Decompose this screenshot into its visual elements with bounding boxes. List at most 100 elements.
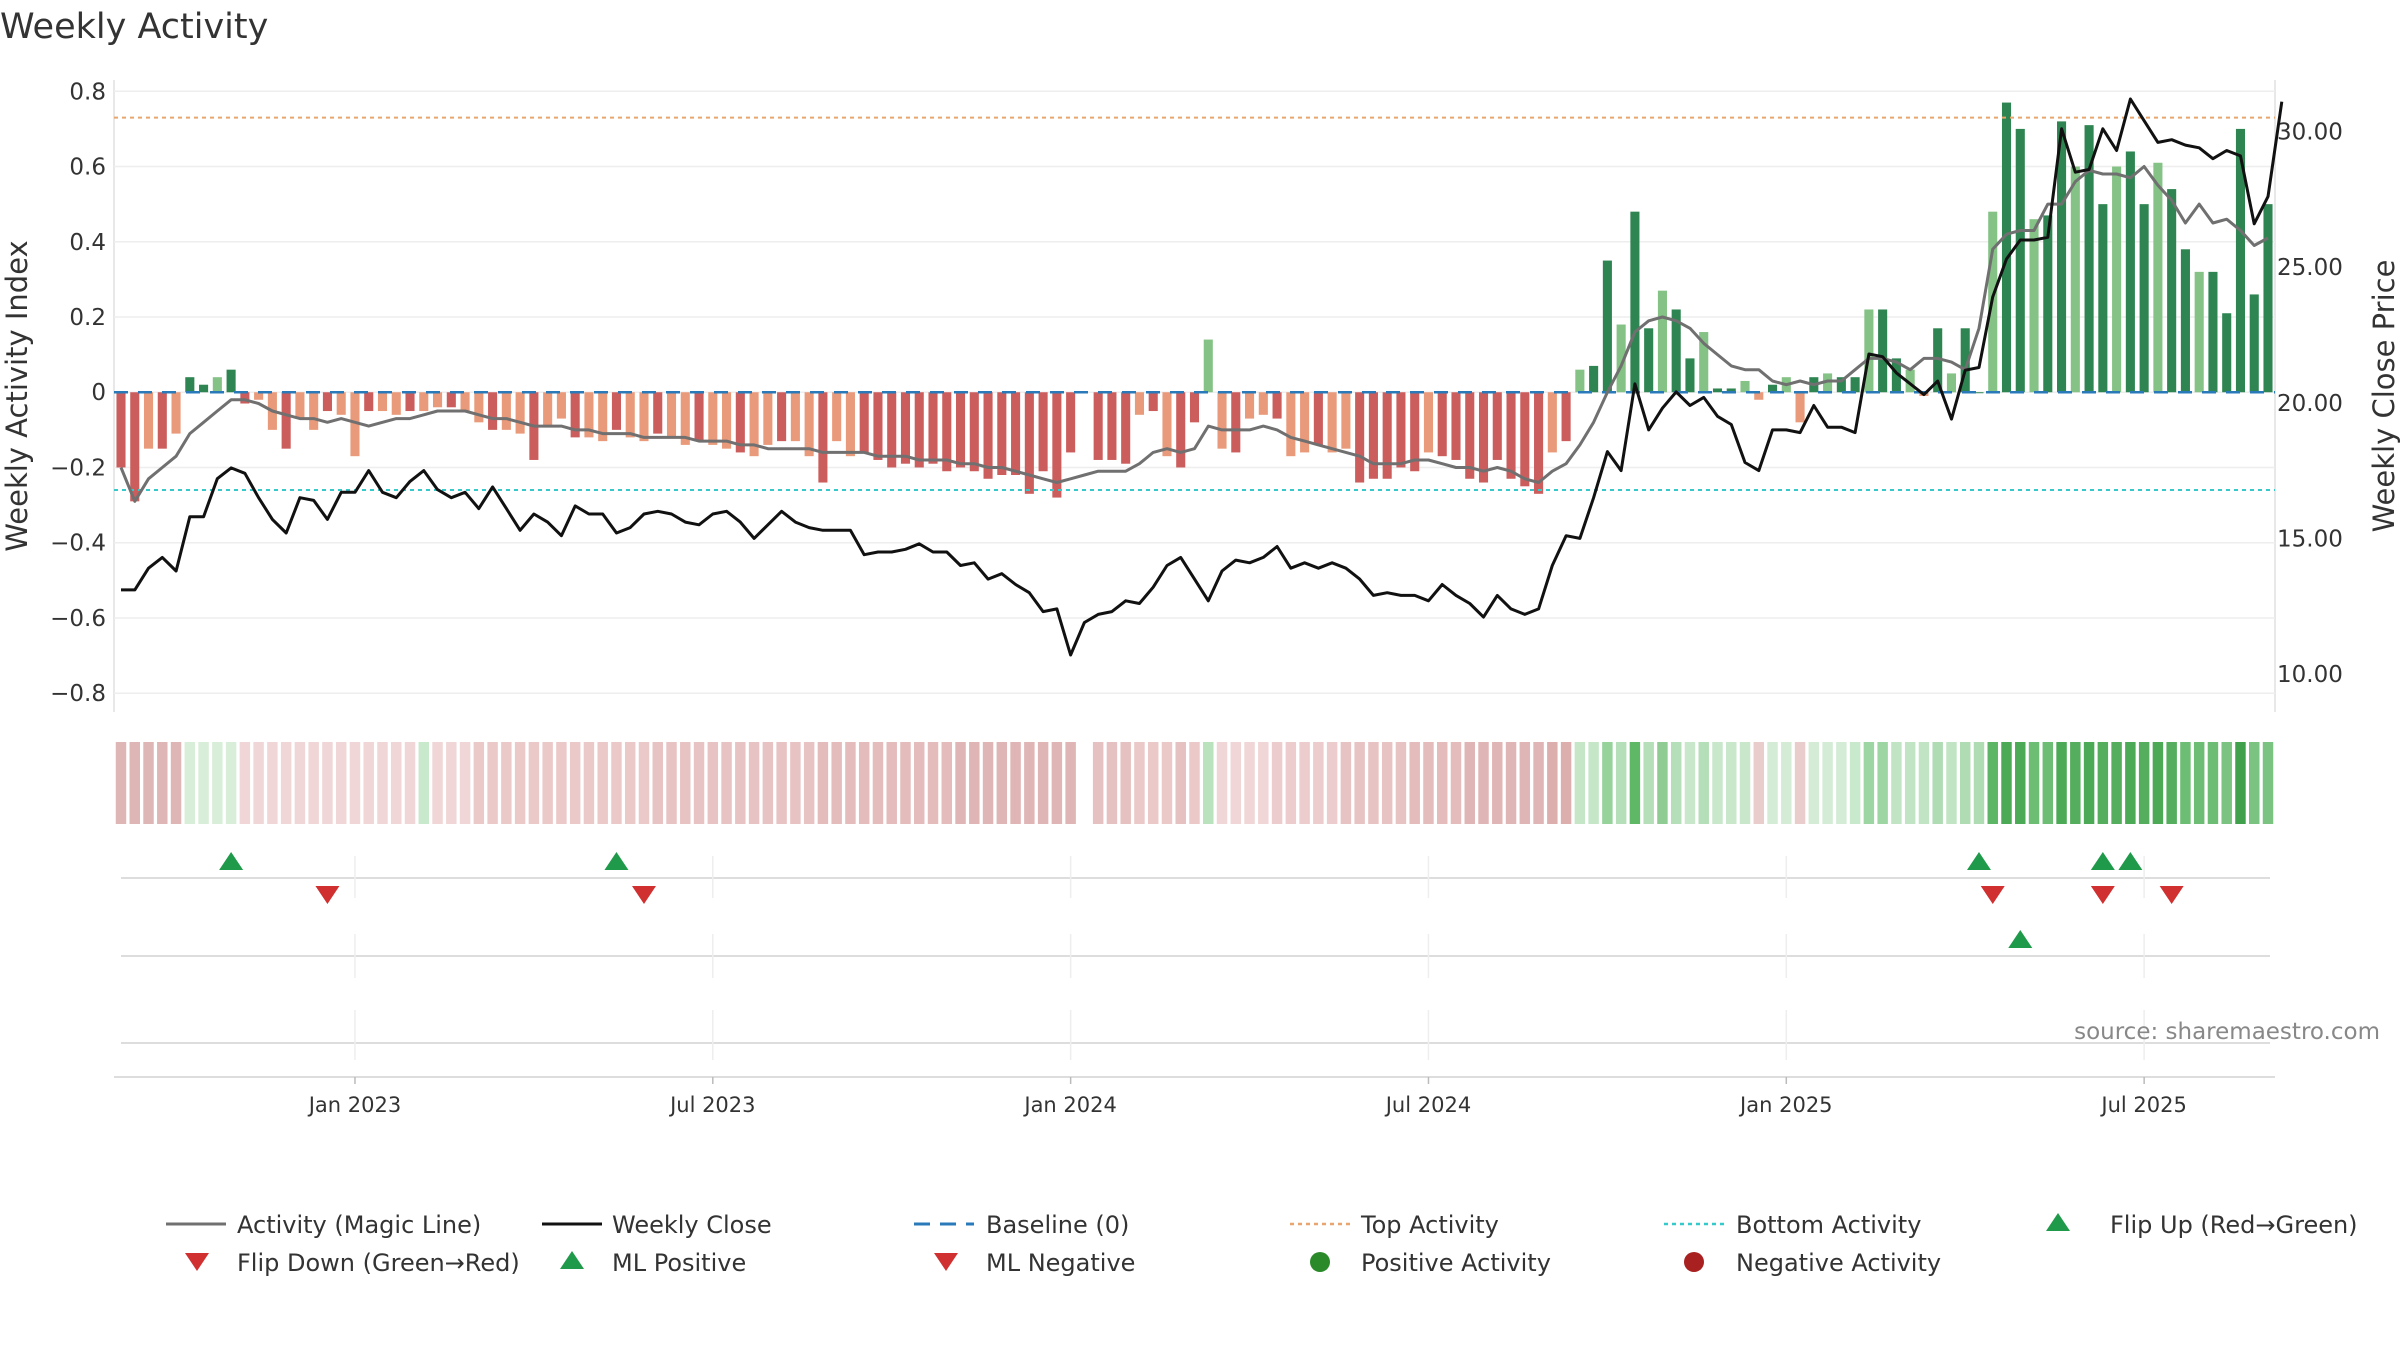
activity-bar (2112, 166, 2122, 393)
strip-cell (528, 742, 540, 824)
activity-bar (611, 392, 622, 430)
strip-cell (2193, 742, 2205, 824)
flip-up-marker (2118, 852, 2143, 870)
activity-bar (887, 392, 897, 468)
activity-bar (1478, 392, 1489, 483)
panel-vertical-grid (354, 856, 2145, 1060)
strip-cell (1560, 742, 1572, 824)
strip-cell (335, 742, 347, 824)
activity-bar (1589, 365, 1599, 393)
activity-bar (1382, 392, 1392, 479)
right-tick-label: 10.00 (2277, 662, 2343, 688)
legend-ml-positive-label: ML Positive (612, 1249, 746, 1277)
right-tick-label: 15.00 (2277, 526, 2343, 552)
right-tick-label: 25.00 (2277, 255, 2343, 281)
activity-bar (735, 392, 745, 453)
right-ticks: 30.00 25.00 20.00 15.00 10.00 (2277, 120, 2343, 688)
legend-item-positive-activity: Positive Activity (1310, 1249, 1551, 1277)
strip-cell (1987, 742, 1998, 824)
strip-cell (2015, 742, 2026, 824)
strip-cell (1891, 742, 1902, 824)
flip-up-marker (2090, 852, 2115, 870)
strip-cell (2221, 742, 2232, 824)
strip-cell (2056, 742, 2067, 824)
legend-item-top-activity: Top Activity (1290, 1211, 1499, 1239)
activity-bar (2263, 204, 2273, 393)
strip-cell (666, 742, 677, 824)
activity-bar (1011, 392, 1021, 475)
strip-cell (1010, 742, 1021, 824)
left-tick-label: 0.6 (69, 155, 106, 181)
weekly-close-series (121, 97, 2284, 657)
activity-bar (694, 392, 704, 442)
activity-bar (377, 392, 388, 412)
legend-item-flip-down: Flip Down (Green→Red) (185, 1249, 520, 1277)
strip-cell (1794, 742, 1806, 824)
strip-cell (322, 742, 333, 824)
strip-cell (1065, 742, 1076, 824)
activity-bar (350, 392, 360, 457)
strip-cell (1726, 742, 1737, 824)
strip-cell (115, 742, 127, 824)
strip-cell (611, 742, 622, 824)
activity-bar (2125, 151, 2135, 393)
activity-bar (1575, 369, 1585, 393)
strip-cell (1313, 742, 1324, 824)
activity-bar (722, 392, 732, 449)
activity-bar (598, 392, 608, 442)
strip-cell (914, 742, 925, 824)
legend-top-activity-label: Top Activity (1360, 1211, 1499, 1239)
activity-bar (666, 392, 677, 438)
activity-bar (2057, 121, 2067, 393)
legend-positive-activity-label: Positive Activity (1361, 1249, 1551, 1277)
strip-cell (432, 742, 443, 824)
activity-bar (1217, 392, 1227, 449)
activity-bar (2098, 204, 2108, 393)
activity-bar (818, 392, 828, 483)
strip-cell (501, 742, 512, 824)
activity-bar (1616, 324, 1626, 393)
activity-bar (845, 392, 855, 457)
strip-cell (1285, 742, 1297, 824)
activity-bar (446, 392, 456, 408)
strip-cell (363, 742, 374, 824)
legend-ml-negative-icon (934, 1253, 958, 1271)
activity-bar (309, 392, 319, 430)
strip-cell (1519, 742, 1531, 824)
flip-down-marker (2090, 886, 2115, 904)
activity-bar (1451, 392, 1461, 460)
strip-cell (638, 742, 650, 824)
activity-bar (653, 392, 663, 434)
strip-cell (1946, 742, 1957, 824)
strip-cell (239, 742, 251, 824)
strip-cell (831, 742, 842, 824)
strip-cell (1547, 742, 1558, 824)
strip-cell (1437, 742, 1448, 824)
strip-cell (225, 742, 237, 824)
right-tick-label: 20.00 (2277, 391, 2343, 417)
activity-bar (2043, 215, 2053, 393)
strip-cell (817, 742, 829, 824)
strip-cell (2125, 742, 2136, 824)
legend-item-ml-negative: ML Negative (934, 1249, 1135, 1277)
activity-bar (1602, 260, 1612, 393)
legend-positive-activity-icon (1310, 1252, 1330, 1272)
strip-cell (542, 742, 553, 824)
activity-bar (1534, 392, 1544, 494)
strip-cell (1175, 742, 1186, 824)
strip-cell (1368, 742, 1379, 824)
activity-bar (1905, 369, 1915, 393)
activity-bar (763, 392, 773, 445)
right-axis-label: Weekly Close Price (2367, 260, 2400, 533)
strip-cell (1464, 742, 1475, 824)
activity-bar (1933, 328, 1943, 393)
activity-bar (391, 392, 401, 415)
strip-cell (1423, 742, 1434, 824)
activity-bar (2153, 162, 2163, 393)
strip-cell (2083, 742, 2095, 824)
flip-up-marker (219, 852, 244, 870)
strip-cell (1602, 742, 1613, 824)
activity-bar (1396, 392, 1406, 468)
activity-bar (2015, 128, 2025, 393)
x-axis-ticks: Jan 2023 Jul 2023 Jan 2024 Jul 2024 Jan 2025… (307, 1077, 2187, 1117)
